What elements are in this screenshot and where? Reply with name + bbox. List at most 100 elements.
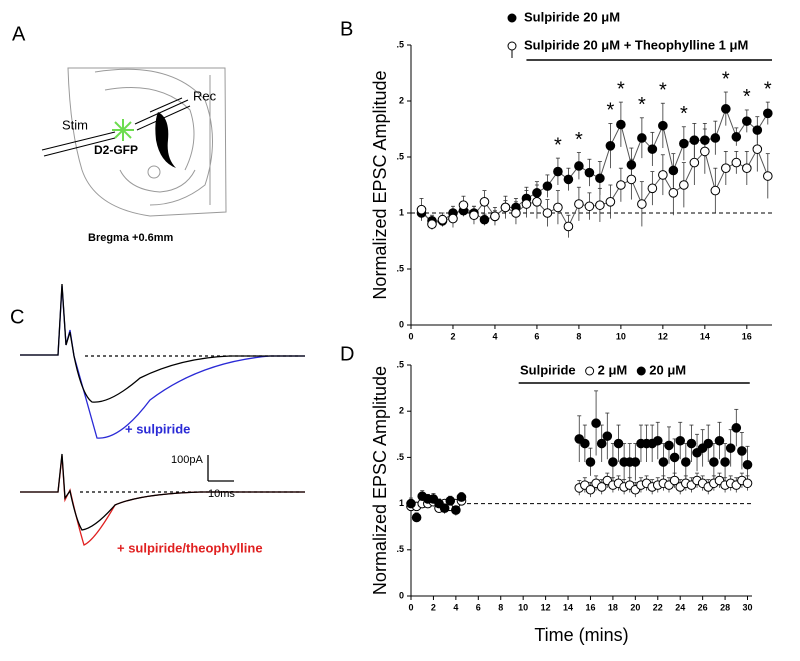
x-tick-label: 10 xyxy=(518,602,528,612)
data-point xyxy=(616,180,626,190)
x-tick-label: 30 xyxy=(743,602,753,612)
data-point xyxy=(637,133,647,143)
data-point xyxy=(721,104,731,114)
data-point xyxy=(596,482,607,492)
data-point xyxy=(647,144,658,154)
panel-label: B xyxy=(340,18,353,40)
legend-marker xyxy=(507,41,517,51)
x-tick-label: 10 xyxy=(616,331,626,341)
data-point xyxy=(563,174,574,185)
data-point xyxy=(626,160,637,170)
data-point xyxy=(637,199,647,209)
panel-label: C xyxy=(10,306,24,328)
data-point xyxy=(763,108,773,119)
y-tick-label: .5 xyxy=(396,263,404,273)
data-point xyxy=(574,161,584,171)
legend-label: 20 μM xyxy=(649,362,686,377)
data-point xyxy=(700,135,710,145)
y-tick-label: 0 xyxy=(399,319,404,329)
x-tick-label: 12 xyxy=(541,602,551,612)
data-point xyxy=(479,197,490,207)
data-point xyxy=(679,138,689,149)
x-tick-label: 12 xyxy=(658,331,668,341)
data-point xyxy=(574,199,584,209)
x-tick-label: 16 xyxy=(742,331,752,341)
y-tick-label: 0 xyxy=(399,590,404,600)
data-point xyxy=(725,443,736,453)
data-point xyxy=(714,435,725,446)
data-point xyxy=(608,457,618,467)
y-tick-label: 2 xyxy=(399,406,404,416)
data-point xyxy=(532,188,542,198)
legend-label: 2 μM xyxy=(598,362,628,377)
x-tick-label: 26 xyxy=(698,602,708,612)
data-point xyxy=(689,135,700,145)
x-tick-label: 24 xyxy=(675,602,685,612)
label-rec: Rec xyxy=(193,88,217,103)
y-tick-label: .5 xyxy=(396,39,404,49)
brain-slice xyxy=(67,67,227,217)
data-point xyxy=(595,173,605,184)
data-point xyxy=(742,478,753,489)
data-point xyxy=(669,475,680,486)
label-cell: D2-GFP xyxy=(94,143,138,157)
data-point xyxy=(521,199,532,209)
data-point xyxy=(721,163,731,173)
data-point xyxy=(652,435,663,446)
data-point xyxy=(681,457,691,467)
data-point xyxy=(580,438,590,449)
series-line xyxy=(421,107,769,222)
data-point xyxy=(742,116,752,126)
significance-marker: * xyxy=(606,100,614,122)
data-point xyxy=(532,197,542,207)
scale-bar xyxy=(207,455,234,482)
data-point xyxy=(710,185,721,196)
electrode xyxy=(41,97,191,157)
data-point xyxy=(585,457,596,467)
significance-marker: * xyxy=(638,94,646,116)
data-point xyxy=(763,171,773,181)
data-point xyxy=(595,200,605,210)
data-point xyxy=(658,457,669,467)
x-tick-label: 0 xyxy=(408,602,413,612)
data-point xyxy=(445,496,456,506)
significance-marker: * xyxy=(680,103,688,125)
x-tick-label: 20 xyxy=(630,602,640,612)
data-point xyxy=(563,221,574,232)
data-point xyxy=(752,144,763,154)
data-point xyxy=(752,125,763,135)
series-line xyxy=(421,147,769,228)
data-point xyxy=(437,214,448,225)
data-point xyxy=(448,213,458,224)
significance-marker: * xyxy=(659,80,667,102)
data-point xyxy=(669,452,680,463)
x-tick-label: 14 xyxy=(700,331,710,341)
data-point xyxy=(406,498,416,509)
significance-marker: * xyxy=(722,68,730,90)
significance-marker: * xyxy=(764,78,772,100)
data-point xyxy=(542,181,553,191)
data-point xyxy=(664,440,674,451)
data-point xyxy=(742,163,752,173)
trace-label: + sulpiride/theophylline xyxy=(117,540,263,555)
label-stim: Stim xyxy=(62,117,88,132)
x-tick-label: 18 xyxy=(608,602,618,612)
legend-marker xyxy=(636,366,646,376)
x-tick-label: 16 xyxy=(585,602,595,612)
x-tick-label: 4 xyxy=(492,331,497,341)
data-point xyxy=(668,188,679,198)
traces xyxy=(20,283,305,546)
data-point xyxy=(456,492,467,502)
legend-marker xyxy=(507,13,517,23)
scale-label: 10ms xyxy=(208,488,235,500)
data-point xyxy=(742,459,753,470)
y-tick-label: 1 xyxy=(399,207,404,217)
x-tick-label: 4 xyxy=(453,602,458,612)
data-point xyxy=(553,202,563,213)
data-point xyxy=(616,119,626,130)
data-point xyxy=(500,202,511,213)
data-point xyxy=(731,157,742,168)
data-point xyxy=(686,438,697,449)
data-point xyxy=(416,204,427,215)
data-point xyxy=(658,170,668,180)
